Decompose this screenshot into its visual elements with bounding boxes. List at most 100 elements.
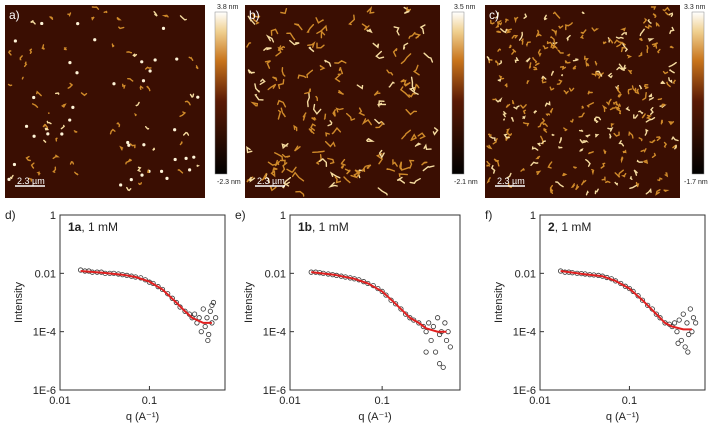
afm-feature xyxy=(398,173,408,178)
afm-feature xyxy=(312,150,325,153)
afm-feature xyxy=(289,39,300,46)
afm-feature xyxy=(48,16,54,20)
afm-feature xyxy=(674,144,677,150)
afm-feature xyxy=(585,134,591,138)
colorbar-min: -1.7 nm xyxy=(684,179,708,186)
fit-line xyxy=(311,271,447,333)
afm-feature xyxy=(74,171,79,176)
afm-feature xyxy=(252,17,260,25)
afm-feature xyxy=(76,22,80,26)
afm-feature xyxy=(595,70,603,77)
afm-feature xyxy=(188,168,192,172)
afm-feature xyxy=(319,64,326,71)
afm-image xyxy=(485,5,680,198)
afm-feature xyxy=(161,14,169,18)
data-point xyxy=(447,344,453,350)
afm-feature xyxy=(550,70,555,76)
afm-feature xyxy=(138,182,142,186)
afm-feature xyxy=(63,47,67,51)
afm-feature xyxy=(581,105,585,109)
afm-feature xyxy=(331,127,342,135)
afm-feature xyxy=(511,48,517,55)
data-point xyxy=(165,291,171,297)
afm-feature xyxy=(335,107,344,113)
data-point xyxy=(173,299,179,306)
afm-feature xyxy=(302,112,307,121)
afm-feature xyxy=(277,109,282,120)
afm-feature xyxy=(668,121,675,126)
afm-feature xyxy=(306,92,311,108)
afm-feature xyxy=(118,26,125,30)
afm-feature xyxy=(631,85,637,94)
afm-feature xyxy=(537,33,542,37)
afm-feature xyxy=(613,102,616,105)
data-point xyxy=(684,320,690,326)
afm-feature xyxy=(291,171,305,182)
afm-feature xyxy=(627,69,633,75)
afm-feature xyxy=(346,112,356,122)
afm-feature xyxy=(432,127,439,136)
afm-feature xyxy=(409,178,421,184)
afm-feature xyxy=(503,118,505,121)
y-tick-label: 1E-6 xyxy=(263,385,286,397)
afm-feature xyxy=(504,82,508,88)
afm-feature xyxy=(620,46,626,53)
afm-feature xyxy=(315,17,324,24)
afm-feature xyxy=(579,139,586,144)
afm-feature xyxy=(129,177,133,182)
afm-feature xyxy=(306,23,315,33)
afm-feature xyxy=(343,176,351,184)
y-tick-label: 0.01 xyxy=(515,268,536,280)
afm-feature xyxy=(401,129,411,140)
afm-feature xyxy=(615,36,624,40)
afm-feature xyxy=(494,60,499,66)
afm-feature xyxy=(585,159,591,167)
afm-feature xyxy=(533,110,537,114)
data-point xyxy=(423,349,429,355)
afm-feature xyxy=(643,83,649,89)
afm-feature xyxy=(408,159,415,169)
afm-feature xyxy=(492,138,498,145)
afm-feature xyxy=(600,162,606,169)
afm-feature xyxy=(587,90,593,95)
afm-feature xyxy=(617,93,622,98)
afm-feature xyxy=(408,31,416,39)
afm-feature xyxy=(514,57,520,63)
afm-feature xyxy=(502,111,507,118)
colorbar xyxy=(214,11,228,175)
afm-feature xyxy=(595,133,600,138)
afm-feature xyxy=(36,171,41,176)
data-point xyxy=(420,323,426,330)
afm-feature xyxy=(648,97,654,101)
afm-feature xyxy=(259,78,266,85)
afm-feature xyxy=(671,135,679,142)
afm-feature xyxy=(145,66,152,70)
x-tick-label: 0.01 xyxy=(49,395,70,407)
afm-feature xyxy=(358,107,365,116)
afm-feature xyxy=(183,131,190,136)
afm-feature xyxy=(356,84,364,90)
afm-feature xyxy=(486,144,493,150)
afm-feature xyxy=(179,15,187,21)
afm-feature xyxy=(664,11,671,16)
y-tick-label: 1E-6 xyxy=(513,385,536,397)
afm-feature xyxy=(618,140,625,147)
afm-feature xyxy=(116,17,122,21)
afm-feature xyxy=(578,112,585,118)
afm-feature xyxy=(126,51,133,54)
afm-feature xyxy=(505,18,509,23)
panel-label: e) xyxy=(235,208,246,222)
afm-feature xyxy=(581,11,585,15)
afm-feature xyxy=(286,32,296,41)
afm-feature xyxy=(274,160,281,167)
scale-label: 2.3 µm xyxy=(17,176,45,186)
afm-feature xyxy=(148,69,152,73)
afm-feature xyxy=(334,176,342,184)
afm-feature xyxy=(254,93,264,101)
afm-feature xyxy=(669,26,675,35)
afm-feature xyxy=(594,188,599,195)
afm-feature xyxy=(500,28,508,34)
afm-feature xyxy=(555,181,564,188)
afm-feature xyxy=(492,98,497,101)
afm-feature xyxy=(422,165,435,172)
